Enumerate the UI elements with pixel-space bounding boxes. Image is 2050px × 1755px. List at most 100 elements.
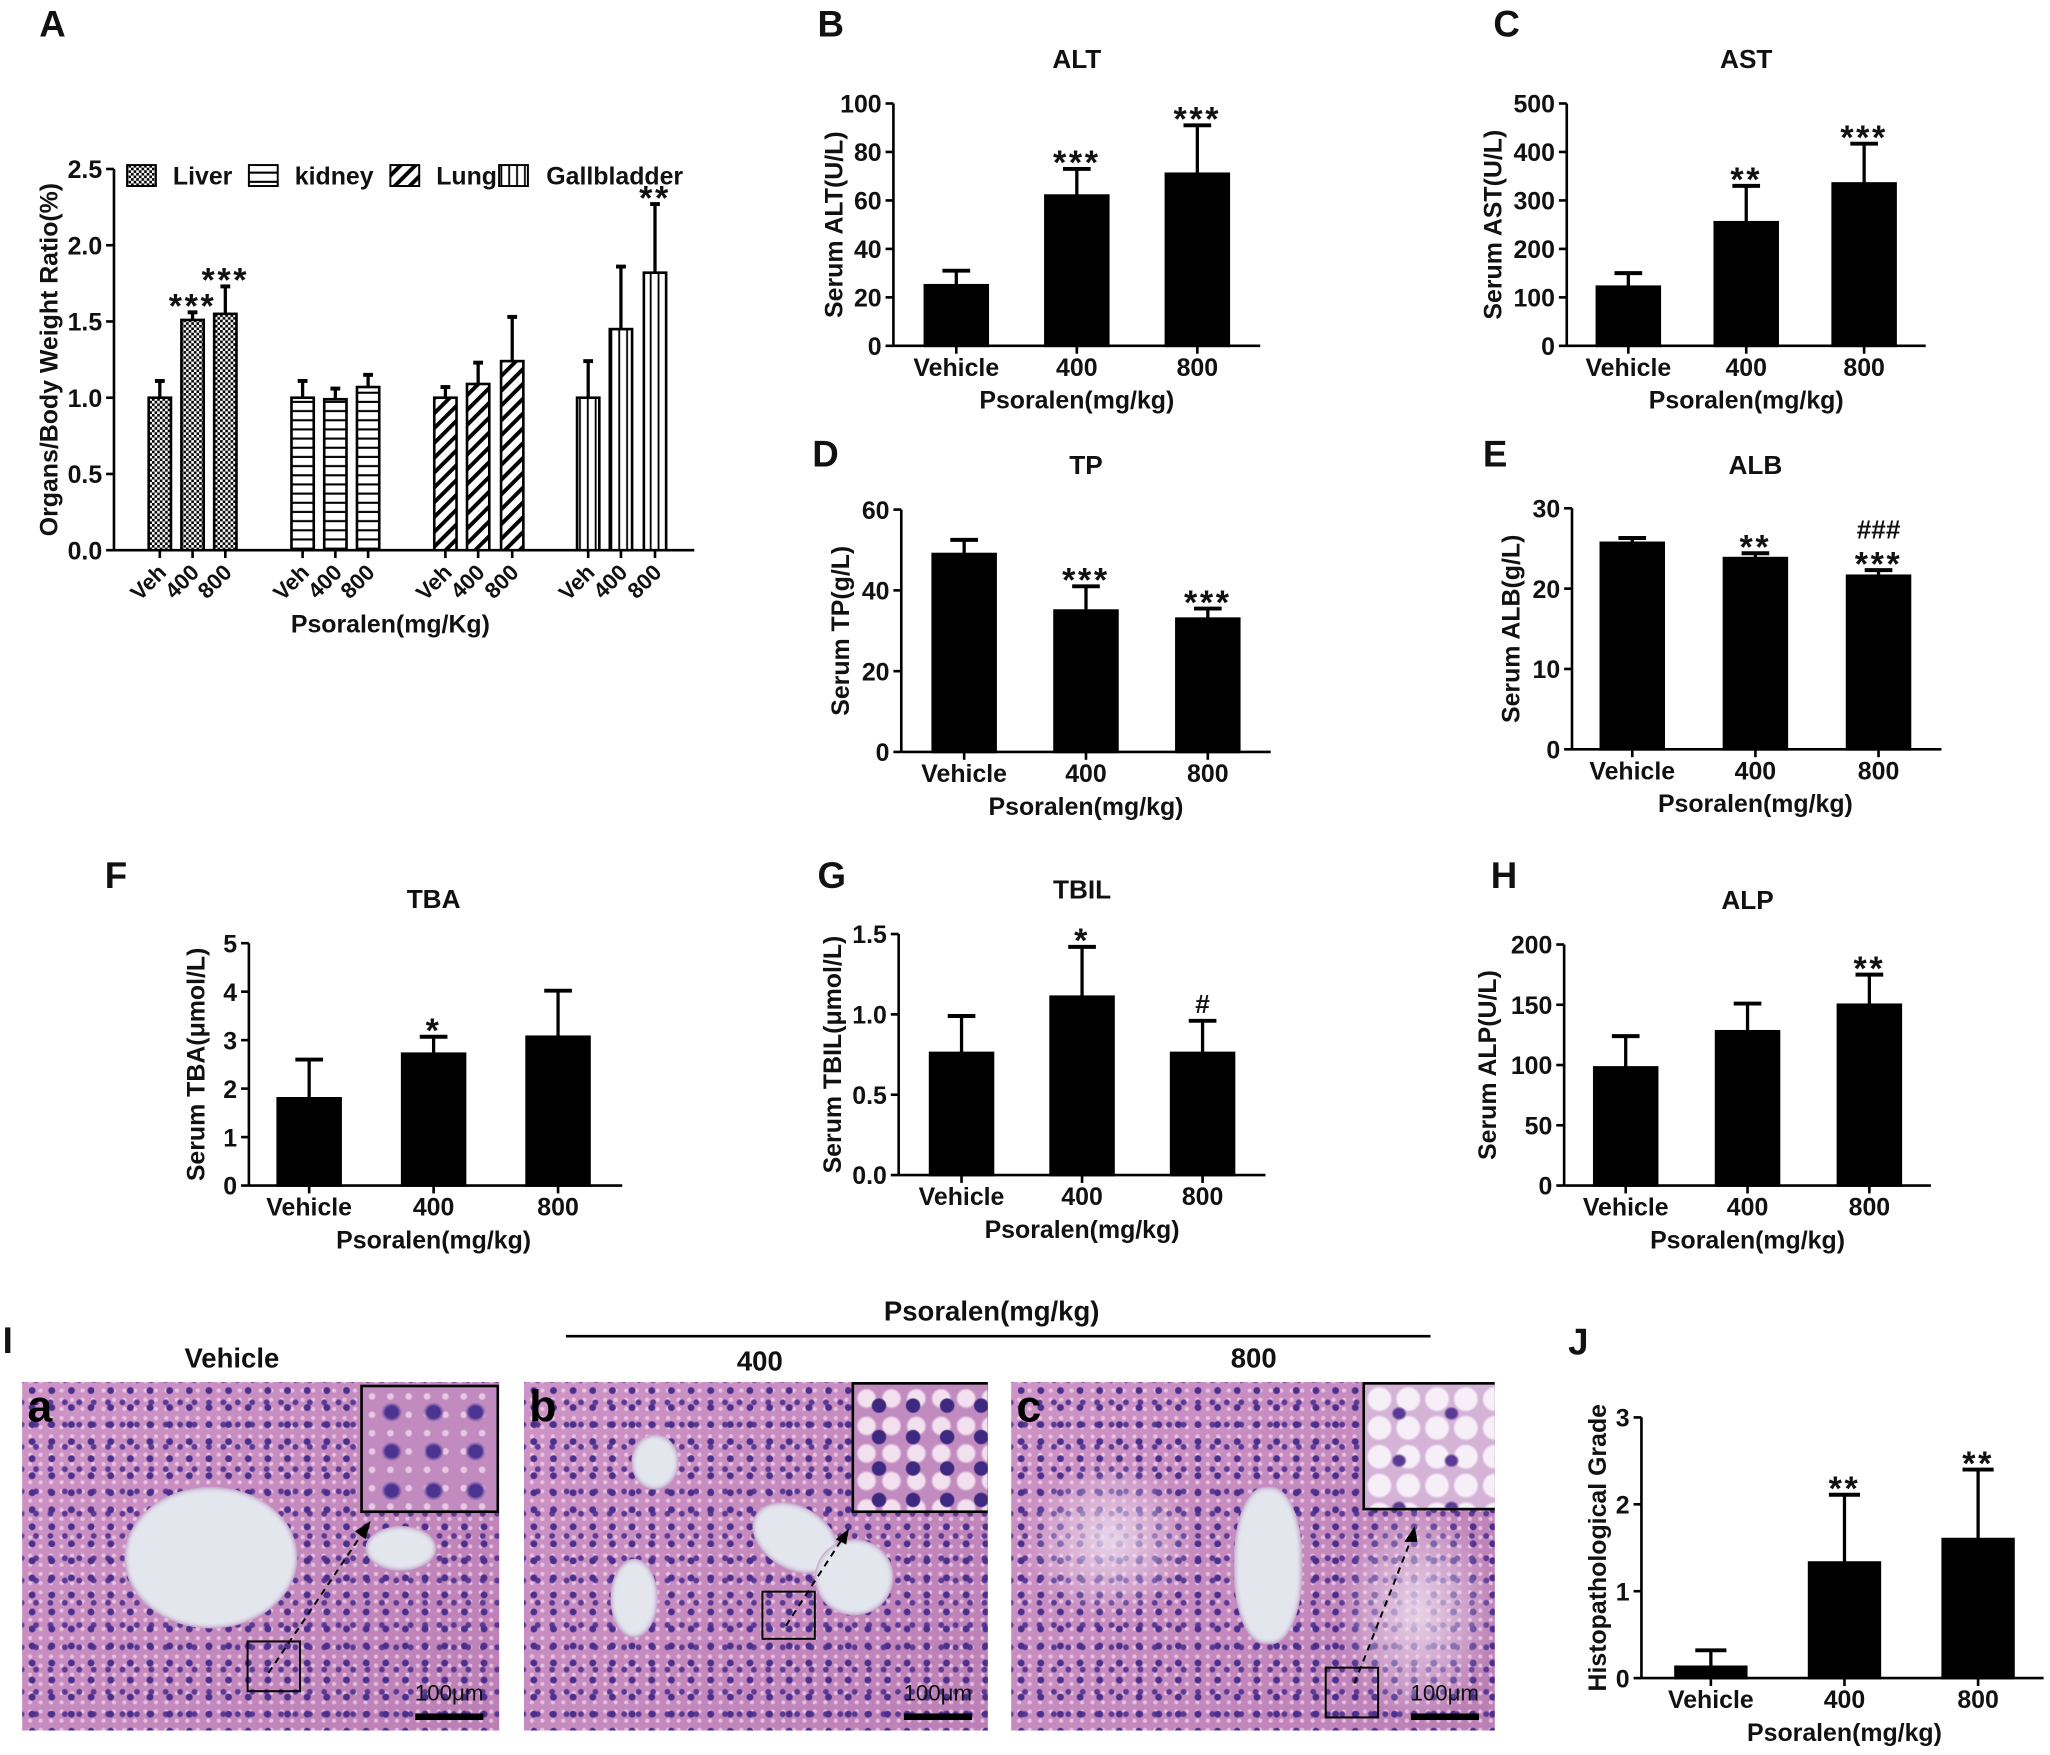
scale-bar-label: 100μm — [414, 1680, 484, 1706]
x-tick-label: Vehicle — [1583, 1194, 1669, 1222]
legend-label-kidney: kidney — [295, 163, 374, 191]
y-tick-label: 150 — [1511, 992, 1553, 1020]
y-axis-label: Organs/Body Weight Ratio(%) — [36, 183, 64, 536]
bar-vehicle — [1674, 1665, 1748, 1680]
y-tick-label: 0.5 — [68, 461, 103, 489]
significance-label: * — [426, 1012, 442, 1050]
zoom-inset — [360, 1384, 500, 1514]
y-tick-label: 10 — [1533, 656, 1561, 684]
significance-label: *** — [1053, 144, 1101, 182]
chart-title: AST — [1720, 44, 1772, 74]
y-tick-label: 200 — [1511, 932, 1553, 960]
y-tick-label: 0 — [868, 333, 882, 361]
image-letter-b: b — [529, 1382, 557, 1432]
image-letter-a: a — [27, 1382, 53, 1432]
x-tick-label: Vehicle — [1589, 757, 1675, 785]
bar-liver — [212, 312, 238, 552]
bar-gallbladder — [642, 271, 668, 552]
bar-kidney — [355, 385, 381, 552]
bar-kidney — [290, 396, 316, 552]
significance-label: *** — [1840, 119, 1888, 157]
x-tick-label: 800 — [622, 560, 666, 604]
panel-label-H: H — [1491, 855, 1517, 896]
x-axis-label: Psoralen(mg/kg) — [1658, 790, 1853, 818]
y-tick-label: 0.0 — [68, 537, 103, 565]
zoom-indicator — [761, 1528, 849, 1640]
y-tick-label: 2.0 — [68, 232, 103, 260]
x-axis-label: Psoralen(mg/Kg) — [291, 611, 490, 639]
x-tick-label: 800 — [1187, 760, 1229, 788]
chart-title: ALB — [1728, 450, 1782, 480]
chart-title: ALP — [1721, 885, 1773, 915]
panel-label-C: C — [1493, 4, 1519, 45]
x-axis-label: Psoralen(mg/kg) — [979, 387, 1174, 415]
significance-label: * — [1074, 922, 1090, 960]
bar-800 — [1175, 617, 1241, 754]
x-tick-label: 800 — [480, 560, 524, 604]
y-tick-label: 0.5 — [852, 1082, 887, 1110]
bar-vehicle — [276, 1096, 342, 1187]
bar-400 — [1044, 194, 1110, 348]
y-tick-label: 3 — [223, 1027, 237, 1055]
zoom-indicator — [1324, 1526, 1418, 1719]
y-tick-label: 1.5 — [68, 309, 103, 337]
x-tick-label: 800 — [1858, 757, 1900, 785]
x-tick-label: 800 — [1849, 1194, 1891, 1222]
chart-panel-F: F TBA 0 1 2 3 4 5 Serum TBA(μmol/L) Vehicle * 400 80… — [105, 855, 623, 1254]
bar-gallbladder — [575, 396, 601, 552]
bar-400 — [1713, 220, 1779, 348]
y-tick-label: 80 — [854, 139, 882, 167]
y-tick-label: 20 — [854, 285, 882, 313]
scale-bar — [1410, 1713, 1479, 1721]
y-tick-label: 200 — [1513, 236, 1555, 264]
bar-vehicle — [1595, 285, 1662, 348]
x-axis-label: Psoralen(mg/kg) — [1747, 1719, 1942, 1747]
significance-label: ** — [1962, 1445, 1994, 1483]
y-axis-label: Serum TP(g/L) — [827, 546, 855, 716]
significance-label: ### — [1857, 515, 1901, 545]
x-tick-label: 400 — [1056, 354, 1098, 382]
significance-label: *** — [1184, 584, 1232, 622]
y-axis-label: Serum TBIL(μmol/L) — [819, 936, 847, 1174]
bar-vehicle — [928, 1051, 995, 1177]
bar-400 — [1807, 1561, 1882, 1680]
histology-image-vehicle: a 100μm — [22, 1382, 500, 1731]
y-tick-label: 1.5 — [852, 921, 887, 949]
x-axis-label: Psoralen(mg/kg) — [989, 793, 1184, 821]
scale-bar — [903, 1713, 973, 1721]
x-tick-label: 400 — [1061, 1183, 1103, 1211]
x-tick-label: 400 — [1725, 354, 1767, 382]
bar-lung — [465, 382, 491, 552]
y-tick-label: 1 — [223, 1124, 237, 1152]
x-tick-label: 800 — [1843, 354, 1885, 382]
y-tick-label: 1.0 — [852, 1002, 887, 1030]
y-tick-label: 0 — [223, 1173, 237, 1201]
y-tick-label: 4 — [223, 979, 237, 1007]
bar-lung — [432, 396, 458, 552]
y-tick-label: 40 — [854, 236, 882, 264]
significance-label: ** — [639, 179, 671, 217]
y-tick-label: 5 — [223, 930, 237, 958]
x-axis-label: Psoralen(mg/kg) — [336, 1226, 531, 1254]
group-divider-line — [565, 1334, 1431, 1338]
y-tick-label: 1 — [1616, 1578, 1630, 1606]
y-tick-label: 100 — [1511, 1052, 1553, 1080]
zoom-inset — [851, 1382, 988, 1514]
y-tick-label: 20 — [862, 658, 890, 686]
legend-swatch-gallbladder — [498, 164, 529, 188]
y-tick-label: 20 — [1533, 576, 1561, 604]
x-tick-label: 400 — [413, 1194, 455, 1222]
histology-image-400: b 100μm — [524, 1382, 988, 1731]
panel-label-A: A — [39, 4, 65, 45]
x-tick-label: 400 — [1824, 1686, 1866, 1714]
y-tick-label: 60 — [854, 188, 882, 216]
x-axis-label: Psoralen(mg/kg) — [1650, 1226, 1845, 1254]
image-letter-c: c — [1016, 1382, 1042, 1432]
x-tick-label: Vehicle — [1585, 354, 1671, 382]
x-tick-label: 400 — [1065, 760, 1107, 788]
